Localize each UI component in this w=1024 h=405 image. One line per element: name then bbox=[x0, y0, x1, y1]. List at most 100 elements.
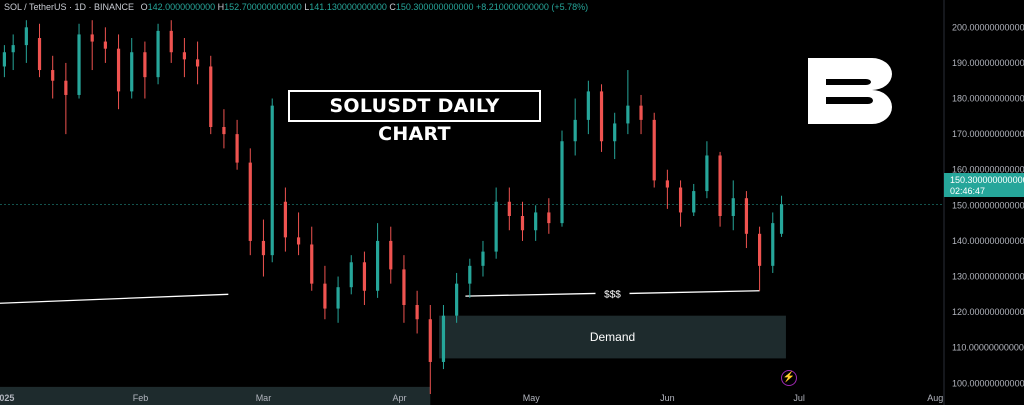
candle-body bbox=[639, 105, 643, 120]
brand-b-logo bbox=[808, 58, 892, 124]
candle bbox=[586, 80, 590, 135]
candle-body bbox=[222, 127, 226, 135]
candle-body bbox=[323, 283, 327, 309]
candle-body bbox=[705, 155, 709, 192]
candle bbox=[209, 55, 213, 135]
candle-body bbox=[652, 119, 656, 181]
candle-body bbox=[24, 27, 28, 46]
candle-body bbox=[573, 119, 577, 142]
time-axis[interactable]: 2025 Feb Mar Apr May Jun Jul Aug bbox=[0, 393, 943, 403]
candle bbox=[349, 255, 353, 295]
candle bbox=[547, 198, 551, 234]
y-tick-label: 190.000000000000 bbox=[952, 58, 1024, 68]
candle bbox=[481, 240, 485, 277]
candle-body bbox=[349, 262, 353, 288]
candle-body bbox=[182, 52, 187, 60]
candle bbox=[103, 27, 107, 63]
candle bbox=[195, 41, 200, 85]
high-value: 152.700000000000 bbox=[224, 2, 302, 12]
candle bbox=[779, 195, 784, 237]
open-value: 142.0000000000 bbox=[147, 2, 216, 12]
candle-body bbox=[455, 283, 459, 316]
candle bbox=[415, 290, 419, 334]
x-tick-label: Feb bbox=[133, 393, 149, 403]
candle-body bbox=[2, 52, 6, 67]
x-tick-label: 2025 bbox=[0, 393, 14, 403]
y-tick-label: 130.000000000000 bbox=[952, 272, 1024, 282]
candle bbox=[520, 201, 525, 241]
candle-body bbox=[757, 233, 762, 266]
y-tick-label: 110.000000000000 bbox=[952, 343, 1024, 353]
symbol-name[interactable]: SOL / TetherUS · 1D · BINANCE bbox=[4, 2, 135, 12]
liquidity-line bbox=[465, 292, 596, 297]
candles bbox=[2, 20, 784, 394]
candle-body bbox=[362, 262, 367, 291]
candle bbox=[296, 212, 301, 256]
candle-body bbox=[103, 41, 107, 49]
candle-body bbox=[415, 305, 419, 320]
liquidity-line bbox=[629, 290, 760, 295]
candle bbox=[428, 305, 432, 394]
chart-title-box: SOLUSDT DAILY CHART bbox=[288, 90, 541, 145]
candle bbox=[270, 98, 274, 263]
candle-body bbox=[665, 180, 669, 188]
candle-body bbox=[626, 105, 630, 124]
candle-body bbox=[779, 204, 784, 234]
candle-body bbox=[692, 191, 696, 213]
candle bbox=[507, 187, 511, 231]
x-tick-label: Jun bbox=[660, 393, 675, 403]
x-tick-label: Apr bbox=[393, 393, 407, 403]
candle-body bbox=[169, 30, 173, 53]
low-value: 141.130000000000 bbox=[309, 2, 387, 12]
x-tick-label: Aug bbox=[927, 393, 943, 403]
candle bbox=[24, 20, 28, 63]
candle-body bbox=[37, 38, 42, 71]
symbol-legend: SOL / TetherUS · 1D · BINANCE O142.00000… bbox=[4, 2, 588, 12]
candle bbox=[402, 255, 406, 323]
candle bbox=[77, 23, 81, 99]
change-value: +8.210000000000 (+5.78%) bbox=[476, 2, 589, 12]
candle-body bbox=[195, 59, 200, 67]
y-tick-label: 170.000000000000 bbox=[952, 129, 1024, 139]
candle bbox=[757, 226, 762, 291]
candle bbox=[248, 148, 252, 256]
candle bbox=[336, 276, 340, 323]
trend-line bbox=[0, 293, 229, 304]
demand-label: Demand bbox=[590, 330, 635, 344]
close-value: 150.300000000000 bbox=[395, 2, 474, 12]
candle bbox=[323, 265, 327, 320]
candle-body bbox=[534, 212, 538, 231]
candle bbox=[235, 119, 239, 170]
candle bbox=[494, 187, 498, 259]
candle bbox=[652, 112, 656, 188]
y-tick-label: 160.000000000000 bbox=[952, 165, 1024, 175]
candle-body bbox=[771, 223, 775, 266]
candle-body bbox=[270, 105, 274, 256]
candle bbox=[116, 34, 121, 110]
candle bbox=[665, 169, 669, 209]
candle bbox=[389, 226, 393, 284]
candle bbox=[11, 34, 15, 71]
close-label: C bbox=[389, 2, 396, 12]
candle bbox=[731, 180, 735, 231]
lightning-icon[interactable]: ⚡ bbox=[781, 370, 797, 386]
candle-body bbox=[744, 198, 749, 234]
candle-body bbox=[51, 70, 55, 81]
candle-body bbox=[376, 240, 380, 291]
bar-countdown: 02:46:47 bbox=[950, 186, 986, 196]
candle bbox=[2, 45, 6, 78]
x-tick-label: Mar bbox=[256, 393, 272, 403]
candle-body bbox=[310, 244, 314, 284]
candle-body bbox=[718, 155, 722, 216]
candle-body bbox=[402, 269, 406, 305]
lower-zone bbox=[0, 386, 431, 405]
y-tick-label: 150.000000000000 bbox=[952, 200, 1024, 210]
candle-body bbox=[520, 216, 525, 231]
candle bbox=[534, 205, 538, 241]
candle-body bbox=[441, 315, 446, 362]
candle bbox=[705, 141, 709, 199]
candle bbox=[182, 38, 187, 78]
price-axis[interactable]: 200.000000000000 190.000000000000 180.0000… bbox=[952, 22, 1024, 388]
current-price-badge: 150.300000000000 02:46:47 bbox=[944, 173, 1024, 197]
